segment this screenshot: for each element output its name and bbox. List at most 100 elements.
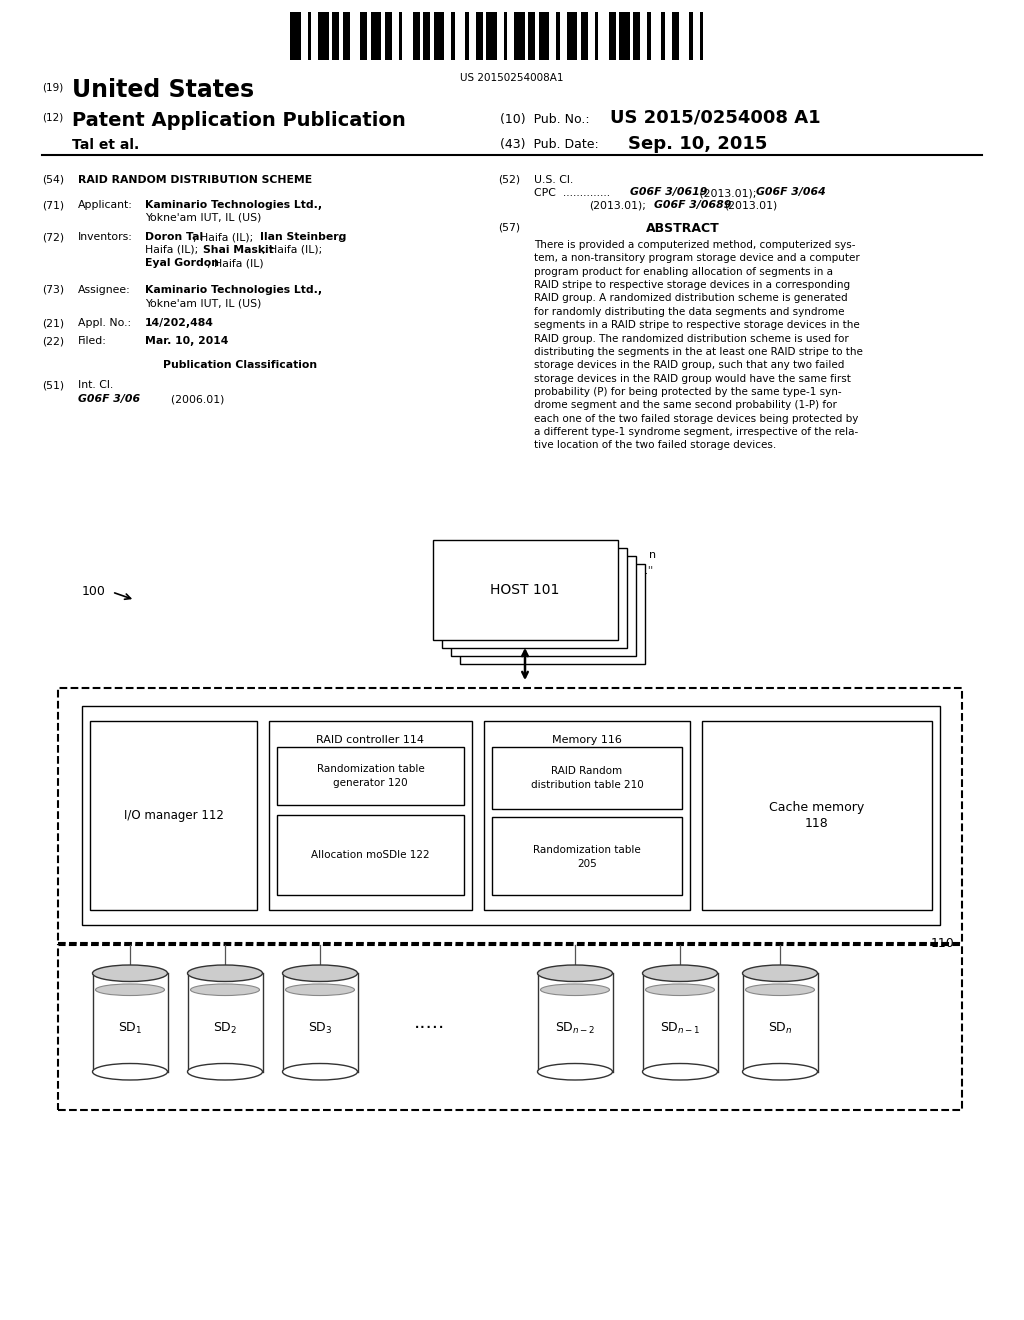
Text: Doron Tal: Doron Tal	[145, 232, 203, 242]
Text: G06F 3/064: G06F 3/064	[756, 187, 825, 197]
Bar	[307, 12, 311, 59]
Bar	[672, 12, 679, 59]
Bar	[460, 564, 644, 664]
Text: ,: ,	[337, 232, 341, 242]
Bar	[283, 973, 357, 1072]
Ellipse shape	[742, 1064, 817, 1080]
Text: Randomization table: Randomization table	[534, 845, 641, 855]
Bar	[290, 12, 300, 59]
Text: I/O manager 112: I/O manager 112	[124, 809, 223, 822]
Text: 205: 205	[578, 859, 597, 869]
Bar	[451, 12, 455, 59]
Text: Kaminario Technologies Ltd.,: Kaminario Technologies Ltd.,	[145, 285, 323, 294]
Bar	[702, 721, 932, 909]
Bar	[647, 12, 650, 59]
Text: Yokne'am IUT, IL (US): Yokne'am IUT, IL (US)	[145, 298, 261, 308]
Text: 100: 100	[82, 585, 105, 598]
Text: (43)  Pub. Date:: (43) Pub. Date:	[500, 139, 599, 150]
Text: SD$_2$: SD$_2$	[213, 1020, 238, 1036]
Text: US 2015/0254008 A1: US 2015/0254008 A1	[610, 110, 820, 127]
Bar	[342, 12, 349, 59]
Text: (52): (52)	[498, 176, 520, 185]
Bar	[699, 12, 703, 59]
Ellipse shape	[642, 965, 718, 982]
Text: US 20150254008A1: US 20150254008A1	[460, 73, 564, 83]
Text: (10)  Pub. No.:: (10) Pub. No.:	[500, 114, 590, 125]
Bar	[528, 12, 535, 59]
Text: (71): (71)	[42, 201, 65, 210]
Text: HOST 101: HOST 101	[490, 583, 560, 597]
Bar	[92, 973, 168, 1072]
Bar	[475, 12, 482, 59]
Bar	[662, 12, 665, 59]
Text: (12): (12)	[42, 114, 63, 123]
Text: Memory 116: Memory 116	[552, 735, 622, 744]
Bar	[581, 12, 588, 59]
Text: Appl. No.:: Appl. No.:	[78, 318, 131, 327]
Bar	[58, 688, 962, 942]
Text: Filed:: Filed:	[78, 337, 106, 346]
Text: G06F 3/0689: G06F 3/0689	[654, 201, 731, 210]
Bar	[384, 12, 391, 59]
Text: Tal et al.: Tal et al.	[72, 139, 139, 152]
Text: , Haifa (IL);: , Haifa (IL);	[193, 232, 253, 242]
Text: Randomization table: Randomization table	[316, 764, 424, 774]
Bar	[451, 556, 636, 656]
Text: (2013.01);: (2013.01);	[696, 187, 757, 198]
Text: 118: 118	[805, 817, 828, 830]
Bar	[492, 817, 682, 895]
Bar	[432, 540, 617, 640]
Bar	[492, 747, 682, 809]
Text: Eyal Gordon: Eyal Gordon	[145, 257, 219, 268]
Text: SD$_n$: SD$_n$	[768, 1020, 793, 1036]
Ellipse shape	[187, 965, 262, 982]
Ellipse shape	[538, 965, 612, 982]
Text: .....: .....	[415, 1012, 445, 1032]
Text: (2006.01): (2006.01)	[136, 393, 224, 404]
Text: Assignee:: Assignee:	[78, 285, 131, 294]
Bar	[398, 12, 402, 59]
Bar	[484, 721, 690, 909]
Text: United States: United States	[72, 78, 254, 102]
Text: SD$_3$: SD$_3$	[308, 1020, 332, 1036]
Bar	[318, 12, 329, 59]
Bar	[423, 12, 430, 59]
Ellipse shape	[541, 983, 609, 995]
Bar	[82, 706, 940, 925]
Bar	[278, 814, 464, 895]
Text: , Haifa (IL);: , Haifa (IL);	[262, 246, 323, 255]
Bar	[556, 12, 559, 59]
Text: RAID Random: RAID Random	[552, 766, 623, 776]
Bar	[595, 12, 598, 59]
Text: Yokne'am IUT, IL (US): Yokne'am IUT, IL (US)	[145, 213, 261, 223]
Bar	[539, 12, 549, 59]
Bar	[689, 12, 692, 59]
Text: U.S. Cl.: U.S. Cl.	[534, 176, 573, 185]
Text: (51): (51)	[42, 380, 65, 389]
Text: 110: 110	[930, 937, 954, 950]
Bar	[278, 747, 464, 805]
Text: Shai Maskit: Shai Maskit	[203, 246, 273, 255]
Ellipse shape	[642, 1064, 718, 1080]
Bar	[504, 12, 507, 59]
Text: 1: 1	[611, 594, 618, 605]
Bar	[538, 973, 612, 1072]
Text: Kaminario Technologies Ltd.,: Kaminario Technologies Ltd.,	[145, 201, 323, 210]
Text: (21): (21)	[42, 318, 65, 327]
Bar	[433, 12, 444, 59]
Ellipse shape	[286, 983, 354, 995]
Text: SD$_{n-1}$: SD$_{n-1}$	[659, 1020, 700, 1036]
Text: 14/202,484: 14/202,484	[145, 318, 214, 327]
Bar	[371, 12, 381, 59]
Text: Int. Cl.: Int. Cl.	[78, 380, 114, 389]
Text: (19): (19)	[42, 83, 63, 92]
Text: Inventors:: Inventors:	[78, 232, 133, 242]
Text: (22): (22)	[42, 337, 65, 346]
Text: Mar. 10, 2014: Mar. 10, 2014	[145, 337, 228, 346]
Text: Ilan Steinberg: Ilan Steinberg	[260, 232, 346, 242]
Text: Applicant:: Applicant:	[78, 201, 133, 210]
Text: Sep. 10, 2015: Sep. 10, 2015	[628, 135, 767, 153]
Ellipse shape	[190, 983, 259, 995]
Text: (2013.01): (2013.01)	[724, 201, 777, 211]
Text: ABSTRACT: ABSTRACT	[646, 222, 720, 235]
